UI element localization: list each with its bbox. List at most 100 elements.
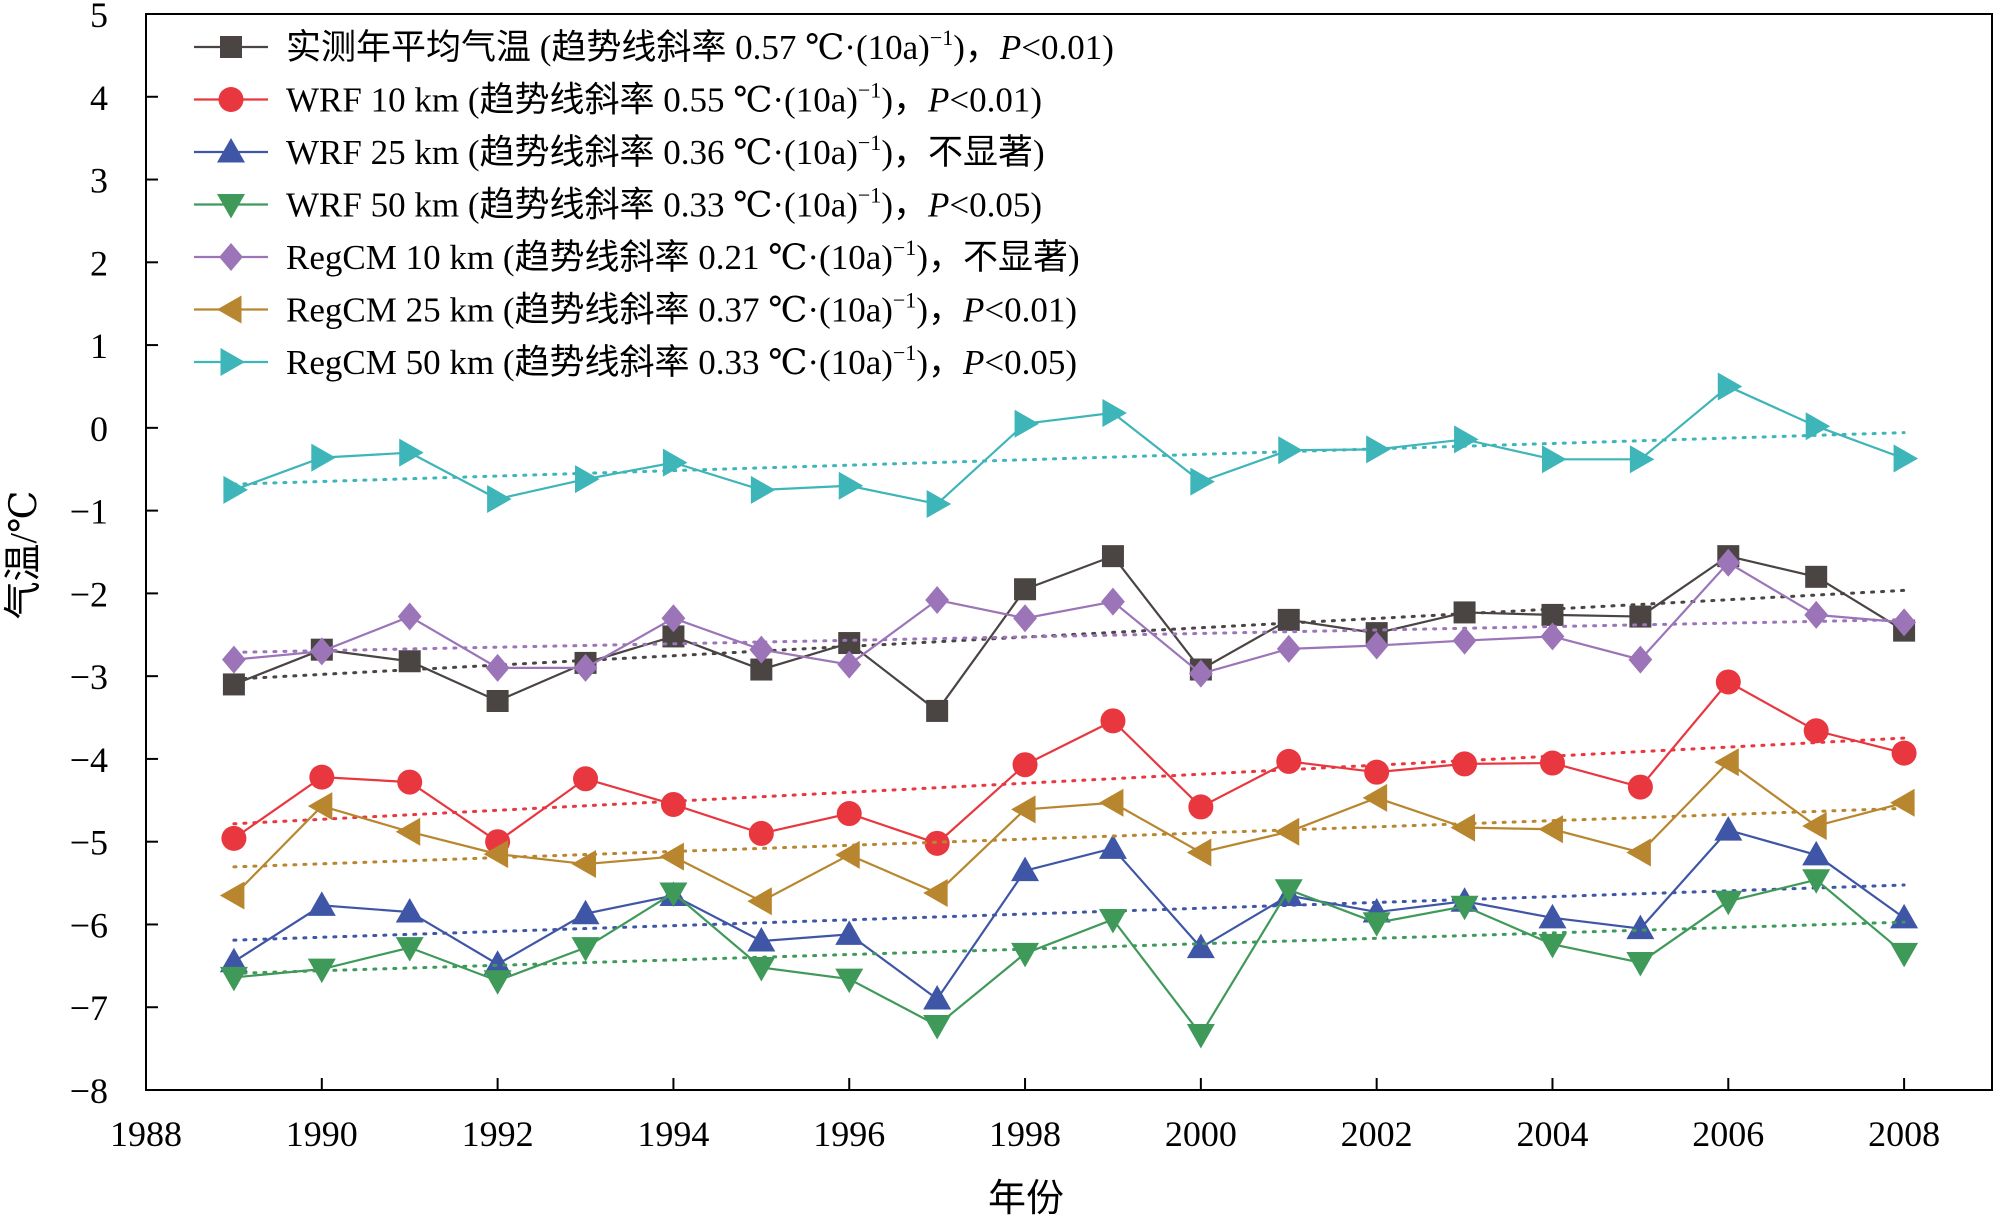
series-1-point-2003 bbox=[1453, 601, 1476, 624]
series-5-point-1994 bbox=[661, 604, 686, 633]
legend-item-2-close-paren: ) bbox=[881, 81, 893, 120]
series-5-trend-line bbox=[232, 618, 1906, 654]
y-tick-label-7: −2 bbox=[70, 574, 108, 614]
legend-item-3-close-paren: ) bbox=[881, 133, 893, 172]
series-6-point-2008 bbox=[1890, 788, 1915, 817]
series-3-line bbox=[233, 828, 1905, 1001]
y-tick-label-5: 0 bbox=[90, 409, 108, 449]
y-tick-label-3: 2 bbox=[90, 243, 108, 283]
x-tick-label-2006: 2006 bbox=[1692, 1114, 1764, 1154]
series-4-point-2005 bbox=[1626, 952, 1655, 977]
legend-item-1-close-paren: ) bbox=[953, 28, 965, 67]
series-7-point-2006 bbox=[1717, 372, 1743, 401]
series-6-point-1999 bbox=[1098, 788, 1124, 817]
series-7-point-1993 bbox=[575, 465, 600, 494]
series-4-point-2001 bbox=[1274, 879, 1303, 904]
series-7-point-1998 bbox=[1014, 409, 1040, 438]
series-4-point-1996 bbox=[835, 968, 864, 994]
series-6-point-2000 bbox=[1186, 838, 1212, 867]
legend-item-3-text: WRF 25 km (趋势线斜率 0.36 ℃·(10a) bbox=[286, 133, 858, 172]
series-4-point-2006 bbox=[1714, 890, 1743, 916]
series-4-point-2008 bbox=[1890, 942, 1919, 968]
series-4-line bbox=[233, 878, 1905, 1037]
series-3-point-2008 bbox=[1890, 903, 1919, 929]
series-5-point-1993 bbox=[573, 653, 598, 682]
y-tick-label-12: −7 bbox=[70, 988, 108, 1028]
series-6-point-1994 bbox=[659, 842, 684, 871]
series-1-point-1994 bbox=[662, 625, 685, 648]
series-4-point-2002 bbox=[1362, 912, 1391, 937]
series-1-point-1999 bbox=[1101, 545, 1124, 568]
series-3-point-1989 bbox=[219, 947, 248, 973]
series-1-line bbox=[233, 554, 1905, 713]
series-5-point-1997 bbox=[925, 586, 950, 615]
series-1-trend-line bbox=[232, 588, 1906, 681]
series-4-point-2000 bbox=[1186, 1024, 1215, 1049]
series-6-point-1993 bbox=[571, 850, 597, 879]
series-3-point-1998 bbox=[1011, 856, 1040, 882]
series-7-point-2001 bbox=[1278, 436, 1303, 465]
series-5-line bbox=[233, 561, 1905, 675]
series-7-point-2000 bbox=[1190, 467, 1215, 496]
series-6-point-1996 bbox=[835, 840, 860, 869]
legend-item-2-p-symbol: P bbox=[927, 81, 949, 120]
series-3-point-1999 bbox=[1098, 834, 1127, 859]
legend-item-7-p-value: <0.05) bbox=[984, 343, 1077, 382]
series-5-point-1998 bbox=[1013, 604, 1037, 633]
series-2-point-2007 bbox=[1803, 718, 1829, 744]
legend-item-6-marker bbox=[217, 295, 242, 324]
series-6-point-2006 bbox=[1714, 748, 1739, 777]
legend-item-7-label: RegCM 50 km (趋势线斜率 0.33 ℃·(10a)−1)，P<0.0… bbox=[286, 340, 1077, 382]
legend-item-6-superscript: −1 bbox=[893, 288, 916, 313]
series-7-point-2005 bbox=[1629, 445, 1655, 474]
legend-item-1-text: 实测年平均气温 (趋势线斜率 0.57 ℃·(10a) bbox=[286, 28, 930, 67]
series-2-point-1991 bbox=[397, 769, 423, 795]
x-tick-label-2002: 2002 bbox=[1341, 1114, 1413, 1154]
series-4-point-2004 bbox=[1538, 933, 1567, 959]
series-6-point-1997 bbox=[923, 879, 948, 908]
plot-area: 1988 1990 1992 1994 1996 1998 2000 2002 2004 2006… bbox=[70, 0, 1993, 1154]
series-2-point-1998 bbox=[1012, 752, 1038, 778]
series-1-point-1995 bbox=[750, 658, 773, 681]
y-tick-label-13: −8 bbox=[70, 1071, 108, 1111]
series-2-line bbox=[233, 680, 1905, 845]
series-1-point-2001 bbox=[1277, 608, 1300, 631]
series-5-point-1996 bbox=[837, 650, 862, 679]
series-2-point-2002 bbox=[1364, 759, 1390, 785]
series-2-point-1994 bbox=[660, 791, 686, 817]
legend-item-3-marker bbox=[217, 138, 245, 163]
legend-item-7-superscript: −1 bbox=[893, 340, 916, 365]
series-3-point-1990 bbox=[307, 891, 336, 916]
legend-item-4-close-paren: ) bbox=[881, 186, 893, 225]
legend-item-6-text: RegCM 25 km (趋势线斜率 0.37 ℃·(10a) bbox=[286, 291, 893, 330]
x-tick-label-1996: 1996 bbox=[813, 1114, 885, 1154]
x-tick-label-2000: 2000 bbox=[1165, 1114, 1237, 1154]
series-7-point-1991 bbox=[399, 438, 424, 467]
series-7-point-1989 bbox=[223, 475, 248, 504]
legend-item-4-separator: ， bbox=[893, 186, 928, 225]
legend-item-5-label: RegCM 10 km (趋势线斜率 0.21 ℃·(10a)−1)，不显著) bbox=[286, 235, 1080, 277]
series-1-point-1989 bbox=[222, 673, 245, 696]
series-3-point-2004 bbox=[1538, 903, 1567, 929]
legend-item-3-label: WRF 25 km (趋势线斜率 0.36 ℃·(10a)−1)，不显著) bbox=[286, 130, 1045, 172]
legend-item-2-text: WRF 10 km (趋势线斜率 0.55 ℃·(10a) bbox=[286, 81, 858, 120]
series-5-point-2006 bbox=[1716, 548, 1741, 577]
series-5-point-2008 bbox=[1892, 608, 1916, 637]
series-7-point-1994 bbox=[662, 448, 688, 477]
series-1-point-2005 bbox=[1629, 605, 1652, 628]
series-7-point-1999 bbox=[1102, 398, 1127, 427]
series-4-point-1990 bbox=[307, 958, 336, 984]
series-2-point-1993 bbox=[573, 766, 599, 792]
series-6-trend-line bbox=[232, 806, 1906, 869]
series-5-point-1991 bbox=[397, 602, 422, 631]
series-4-trend-line bbox=[232, 920, 1906, 975]
legend-item-7-p-symbol: P bbox=[962, 343, 984, 382]
series-5-point-2007 bbox=[1804, 600, 1829, 629]
legend-item-6-label: RegCM 25 km (趋势线斜率 0.37 ℃·(10a)−1)，P<0.0… bbox=[286, 288, 1077, 330]
series-7-point-1997 bbox=[926, 489, 952, 518]
series-3-point-1993 bbox=[571, 899, 600, 925]
series-5-point-2003 bbox=[1452, 626, 1477, 655]
x-tick-label-2004: 2004 bbox=[1516, 1114, 1588, 1154]
series-1-point-1997 bbox=[926, 699, 949, 722]
series-7-point-2003 bbox=[1454, 425, 1479, 454]
